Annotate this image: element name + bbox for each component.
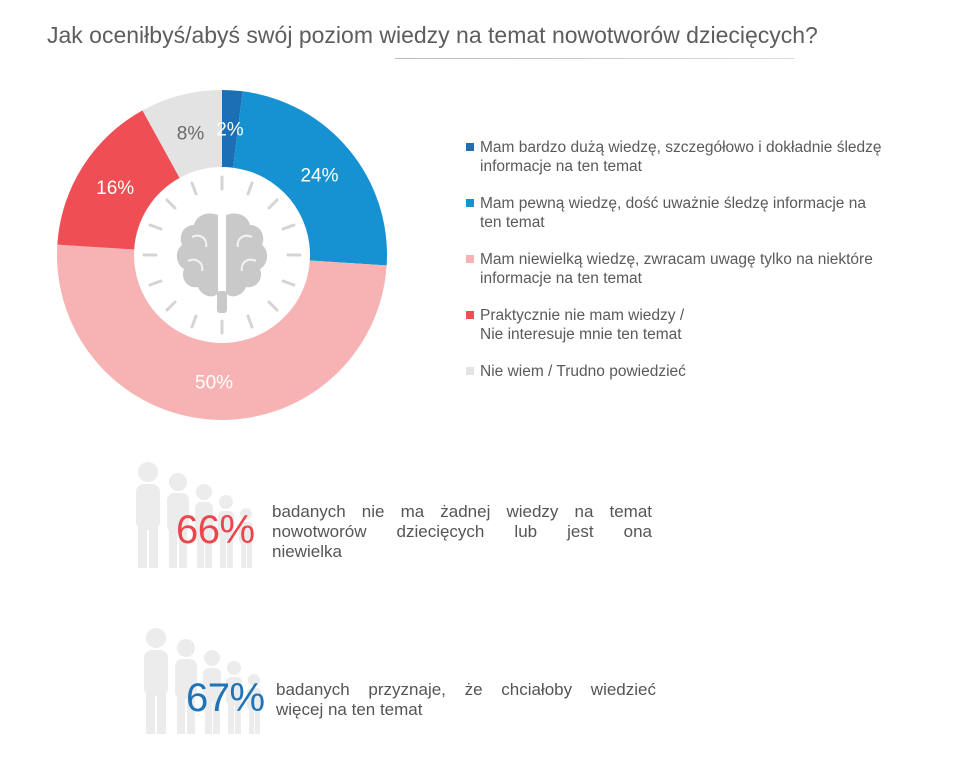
legend-label: informacje na ten temat: [480, 270, 642, 287]
stat-description: badanych przyznaje, że chciałoby wiedzie…: [276, 680, 656, 720]
stat-description-line: badanych przyznaje, że chciałoby wiedzie…: [276, 680, 656, 699]
stat-description-line: nowotworów dziecięcych lub jest ona: [272, 522, 652, 541]
legend-swatch: [466, 255, 474, 263]
legend-label: informacje na ten temat: [480, 158, 642, 175]
slice-label: 50%: [195, 372, 233, 393]
stat-description-line: niewielka: [272, 542, 342, 561]
legend-label: Nie wiem / Trudno powiedzieć: [480, 363, 686, 380]
stat-description-line: więcej na ten temat: [276, 700, 423, 719]
legend-item: Praktycznie nie mam wiedzy / Nie interes…: [466, 306, 906, 344]
donut-slice: [57, 110, 180, 250]
slice-label: 16%: [96, 178, 134, 199]
legend-label: Praktycznie nie mam wiedzy /: [480, 307, 685, 324]
donut-slice: [233, 91, 387, 266]
slice-label: 8%: [177, 123, 205, 144]
legend-label: Nie interesuje mnie ten temat: [480, 326, 682, 343]
donut-slice: [222, 90, 243, 168]
donut-slice: [142, 90, 222, 178]
legend-label: Mam pewną wiedzę, dość uważnie śledzę in…: [480, 195, 866, 212]
title-underline: [395, 58, 795, 59]
stat-value: 67%: [186, 676, 265, 720]
stat-value: 66%: [176, 508, 255, 552]
legend-swatch: [466, 311, 474, 319]
stat-description: badanych nie ma żadnej wiedzy na temat n…: [272, 502, 652, 562]
people-group-icon: [136, 462, 253, 568]
chart-legend: Mam bardzo dużą wiedzę, szczegółowo i do…: [466, 138, 906, 399]
legend-swatch: [466, 199, 474, 207]
legend-item: Mam bardzo dużą wiedzę, szczegółowo i do…: [466, 138, 906, 176]
legend-swatch: [466, 143, 474, 151]
people-group-icon: [144, 628, 261, 734]
donut-slice: [57, 244, 387, 420]
legend-item: Mam niewielką wiedzę, zwracam uwagę tylk…: [466, 250, 906, 288]
legend-item: Mam pewną wiedzę, dość uważnie śledzę in…: [466, 194, 906, 232]
brain-icon: [142, 175, 302, 335]
slice-label: 24%: [300, 165, 338, 186]
legend-item: Nie wiem / Trudno powiedzieć: [466, 362, 906, 381]
legend-label: Mam bardzo dużą wiedzę, szczegółowo i do…: [480, 139, 882, 156]
stat-description-line: badanych nie ma żadnej wiedzy na temat: [272, 502, 652, 521]
legend-label: Mam niewielką wiedzę, zwracam uwagę tylk…: [480, 251, 873, 268]
donut-chart: 2% 24% 50% 16% 8%: [57, 90, 387, 420]
page-title: Jak oceniłbyś/abyś swój poziom wiedzy na…: [47, 22, 818, 48]
slice-label: 2%: [216, 120, 244, 141]
legend-label: ten temat: [480, 214, 545, 231]
legend-swatch: [466, 367, 474, 375]
